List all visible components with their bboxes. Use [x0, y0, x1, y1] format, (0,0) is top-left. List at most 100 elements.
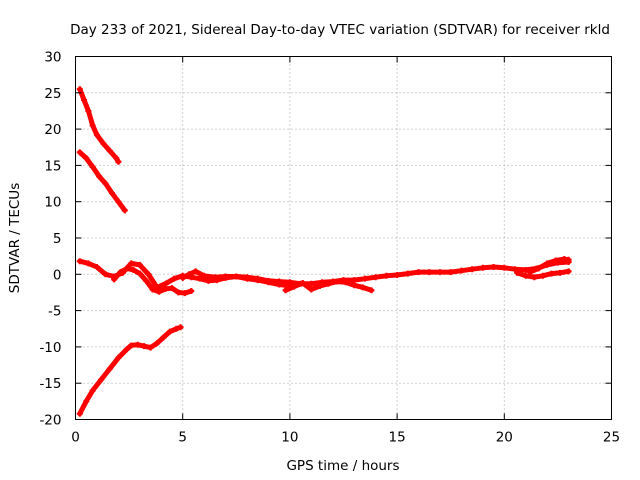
data-point	[128, 342, 135, 349]
data-point	[89, 163, 96, 170]
data-point	[111, 276, 118, 283]
grid-lines	[75, 56, 612, 420]
y-tick-label: 5	[53, 231, 62, 247]
data-point	[106, 365, 113, 372]
x-tick-label: 15	[389, 430, 406, 446]
data-point	[113, 155, 120, 162]
data-point	[175, 289, 182, 296]
data-point	[168, 285, 175, 292]
data-point	[177, 324, 184, 331]
data-point	[372, 274, 379, 281]
data-point	[544, 260, 551, 267]
data-point	[527, 269, 534, 276]
data-point	[134, 341, 141, 348]
data-point	[565, 268, 572, 275]
data-point	[166, 328, 173, 335]
data-point	[89, 122, 96, 129]
x-tick-label: 20	[496, 430, 513, 446]
data-point	[145, 271, 152, 278]
data-point	[173, 325, 180, 332]
data-point	[160, 334, 167, 341]
y-tick-label: -10	[39, 340, 61, 356]
data-point	[83, 398, 90, 405]
data-point	[85, 260, 92, 267]
data-point	[76, 149, 83, 156]
data-point	[192, 268, 199, 275]
data-point	[181, 290, 188, 297]
data-point	[108, 189, 115, 196]
data-point	[179, 274, 186, 281]
x-tick-labels: 0 5 10 15 20 25	[71, 430, 620, 446]
y-axis-label: SDTVAR / TECUs	[7, 183, 23, 293]
data-point	[308, 280, 315, 287]
data-point	[469, 266, 476, 273]
y-tick-label: -20	[39, 413, 61, 429]
data-point	[171, 275, 178, 282]
data-point	[136, 261, 143, 268]
y-tick-label: 0	[53, 267, 62, 283]
data-point	[276, 281, 283, 288]
data-point	[211, 274, 218, 281]
data-point	[308, 286, 315, 293]
data-point	[447, 269, 454, 276]
data-point	[565, 256, 572, 263]
y-tick-label: 10	[44, 195, 61, 211]
data-point	[325, 280, 332, 287]
series-arc-upper-17	[77, 149, 128, 213]
y-tick-label: 25	[44, 86, 61, 102]
data-point	[153, 340, 160, 347]
data-point	[501, 264, 508, 271]
data-point	[81, 97, 88, 104]
data-point	[233, 273, 240, 280]
y-tick-label: 30	[44, 50, 61, 66]
y-tick-label: 20	[44, 122, 61, 138]
data-point	[117, 269, 124, 276]
axis-ticks	[75, 56, 612, 420]
data-point	[351, 277, 358, 284]
data-point	[123, 346, 130, 353]
data-point	[96, 173, 103, 180]
data-point	[282, 287, 289, 294]
data-point	[106, 147, 113, 154]
data-point	[186, 271, 193, 278]
data-point	[522, 272, 529, 279]
x-tick-label: 10	[281, 430, 298, 446]
data-point	[334, 278, 341, 285]
chart-title: Day 233 of 2021, Sidereal Day-to-day VTE…	[70, 22, 610, 38]
data-point	[115, 354, 122, 361]
data-point	[265, 279, 272, 286]
data-point	[548, 270, 555, 277]
data-point	[102, 180, 109, 187]
data-point	[512, 266, 519, 273]
data-point	[539, 272, 546, 279]
data-point	[130, 266, 137, 273]
data-point	[128, 260, 135, 267]
data-point	[552, 257, 559, 264]
data-point	[136, 270, 143, 277]
data-point	[196, 275, 203, 282]
y-tick-label: 15	[44, 158, 61, 174]
data-point	[351, 282, 358, 289]
data-point	[368, 287, 375, 294]
data-point	[490, 264, 497, 271]
x-tick-label: 25	[603, 430, 620, 446]
data-point	[188, 287, 195, 294]
data-point	[162, 280, 169, 287]
x-axis-label: GPS time / hours	[286, 458, 399, 474]
data-point	[85, 107, 92, 114]
data-point	[361, 275, 368, 282]
data-point	[404, 270, 411, 277]
data-point	[98, 376, 105, 383]
data-point	[415, 269, 422, 276]
data-point	[316, 282, 323, 289]
data-point	[535, 265, 542, 272]
x-tick-label: 5	[178, 430, 187, 446]
data-point	[83, 155, 90, 162]
data-point	[359, 284, 366, 291]
data-point	[76, 410, 83, 417]
data-point	[76, 86, 83, 93]
data-point	[522, 266, 529, 273]
data-point	[436, 269, 443, 276]
data-point	[115, 198, 122, 205]
y-tick-label: -5	[48, 304, 61, 320]
